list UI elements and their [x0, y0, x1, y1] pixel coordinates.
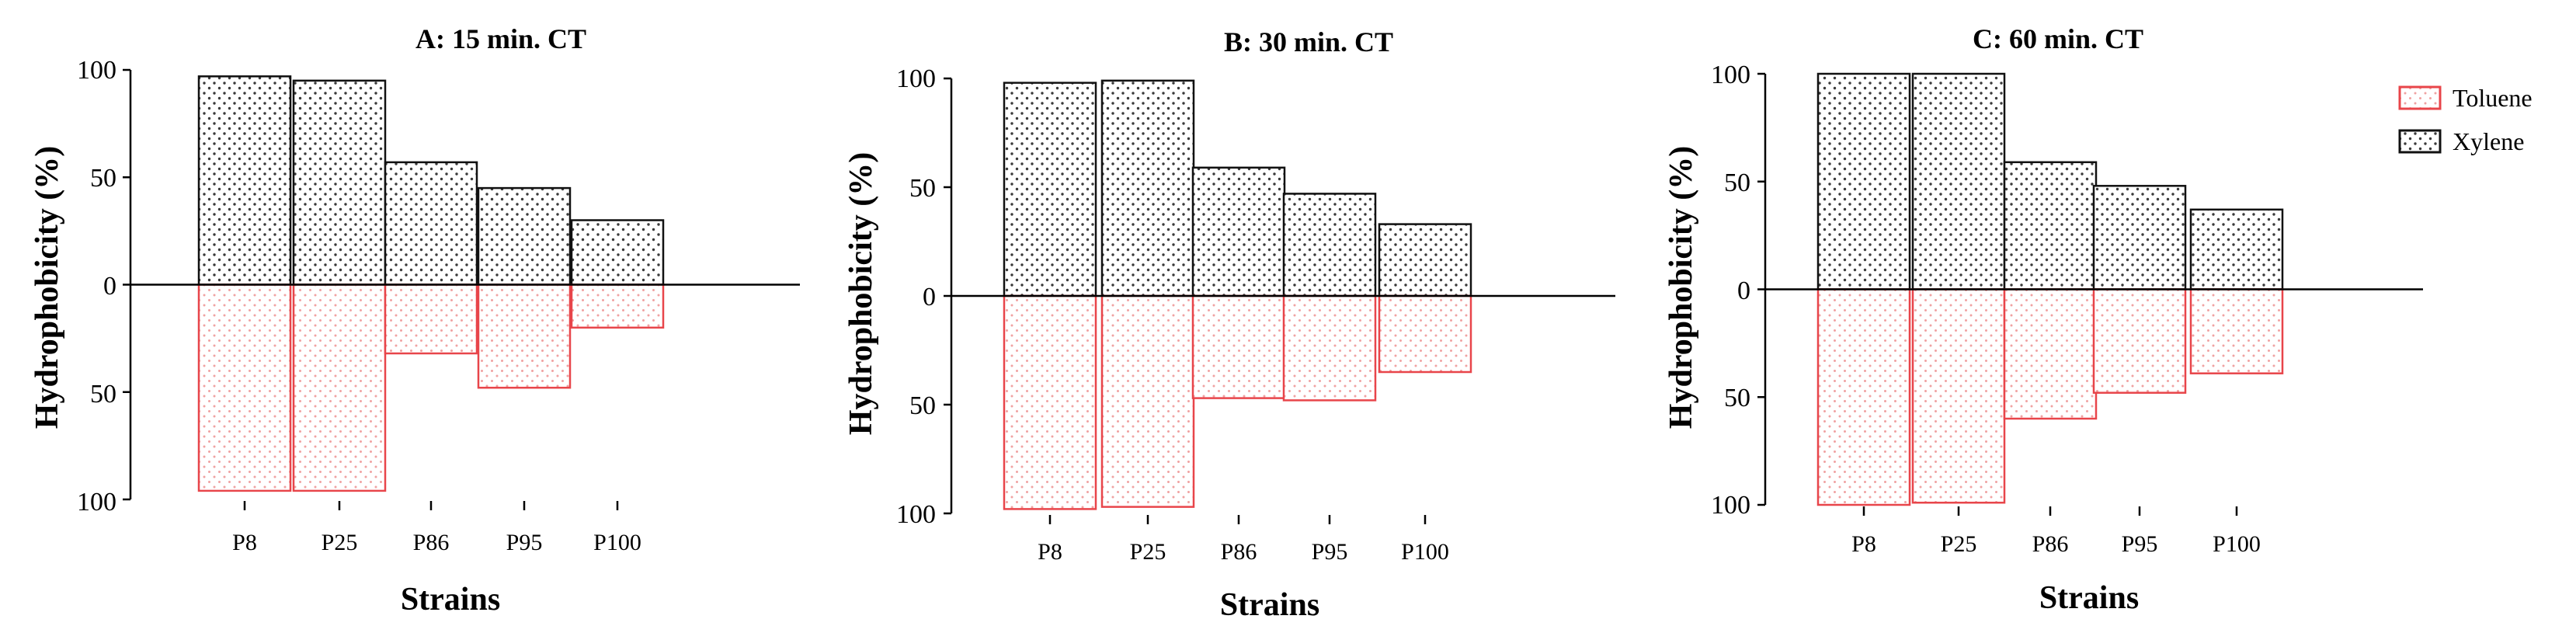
- bar-xylene-p25: [1911, 72, 2006, 290]
- y-tick-label: 0: [923, 283, 936, 311]
- bar-toluene-p95: [477, 283, 572, 389]
- bar-toluene-p8: [1816, 288, 1911, 506]
- x-tick-label: P95: [2122, 531, 2158, 557]
- y-tick-label: 100: [77, 488, 116, 517]
- bar-toluene-p25: [292, 283, 387, 492]
- x-tick-label: P100: [593, 530, 641, 555]
- y-tick-label: 50: [1724, 384, 1750, 412]
- bar-xylene-p8: [197, 75, 292, 286]
- bar-xylene-p86: [384, 161, 478, 286]
- legend-swatch-toluene: [2398, 85, 2442, 110]
- y-tick-label: 100: [896, 64, 936, 93]
- x-tick-label: P25: [1130, 539, 1166, 565]
- bar-xylene-p25: [292, 79, 387, 286]
- x-tick-label: P25: [1941, 531, 1977, 557]
- x-tick-label: P100: [1401, 539, 1449, 565]
- bar-toluene-p86: [2003, 288, 2098, 420]
- bar-toluene-p86: [384, 283, 478, 355]
- x-axis-label: Strains: [401, 582, 500, 617]
- bar-toluene-p8: [1003, 294, 1097, 510]
- bar-group: [197, 75, 665, 492]
- y-tick-label: 50: [909, 174, 936, 203]
- chart-title: A: 15 min. CT: [415, 23, 586, 54]
- y-tick-label: 50: [909, 391, 936, 420]
- y-axis-label: Hydrophobicity (%): [30, 146, 65, 429]
- bar-xylene-p100: [2189, 208, 2284, 290]
- bar-xylene-p86: [1191, 166, 1286, 297]
- axes: [1757, 72, 2423, 516]
- bar-xylene-p8: [1816, 72, 1911, 290]
- x-axis-label: Strains: [2039, 580, 2139, 616]
- bar-toluene-p86: [1191, 294, 1286, 399]
- x-tick-label: P95: [506, 530, 543, 555]
- y-tick-label: 50: [90, 164, 116, 193]
- x-tick-label: P25: [322, 530, 358, 555]
- bar-group: [1816, 72, 2284, 506]
- bar-xylene-p95: [477, 186, 572, 286]
- axes: [123, 68, 800, 510]
- x-tick-label: P86: [413, 530, 450, 555]
- axes: [944, 77, 1615, 524]
- chart-title: B: 30 min. CT: [1224, 26, 1393, 57]
- bar-toluene-p95: [2092, 288, 2187, 394]
- legend: Toluene Xylene: [2398, 84, 2533, 155]
- y-tick-label: 100: [1711, 61, 1750, 89]
- x-axis-label: Strains: [1220, 587, 1319, 623]
- bar-xylene-p25: [1100, 79, 1195, 297]
- bar-xylene-p86: [2003, 161, 2098, 290]
- x-tick-label: P86: [1221, 539, 1257, 565]
- bar-toluene-p100: [1378, 294, 1472, 374]
- x-tick-label: P100: [2213, 531, 2261, 557]
- y-axis-label: Hydrophobicity (%): [843, 152, 879, 435]
- bar-group: [1003, 79, 1472, 510]
- y-tick-label: 0: [103, 272, 116, 301]
- bar-xylene-p95: [2092, 185, 2187, 290]
- legend-label-toluene: Toluene: [2453, 84, 2533, 112]
- legend-label-xylene: Xylene: [2453, 127, 2524, 155]
- bar-toluene-p25: [1100, 294, 1195, 508]
- x-tick-label: P8: [1851, 531, 1876, 557]
- chart-title: C: 60 min. CT: [1973, 23, 2143, 54]
- bar-xylene-p95: [1282, 193, 1377, 297]
- y-tick-label: 50: [90, 380, 116, 409]
- bar-toluene-p100: [570, 283, 665, 329]
- bar-toluene-p8: [197, 283, 292, 492]
- chart-panel-b: B: 30 min. CT Hydrophobicity (%) Strains…: [843, 26, 1615, 623]
- bar-toluene-p100: [2189, 288, 2284, 374]
- y-tick-label: 100: [77, 56, 116, 85]
- y-tick-label: 50: [1724, 169, 1750, 197]
- bar-xylene-p100: [1378, 223, 1472, 297]
- x-tick-label: P86: [2032, 531, 2069, 557]
- bar-toluene-p25: [1911, 288, 2006, 504]
- legend-swatch-xylene: [2398, 129, 2442, 154]
- y-tick-label: 100: [896, 500, 936, 529]
- bar-xylene-p100: [570, 219, 665, 286]
- chart-panel-a: A: 15 min. CT Hydrophobicity (%) Strains…: [30, 23, 800, 617]
- bar-toluene-p95: [1282, 294, 1377, 402]
- x-tick-label: P8: [1038, 539, 1062, 565]
- bar-xylene-p8: [1003, 82, 1097, 297]
- y-tick-label: 100: [1711, 491, 1750, 520]
- x-tick-label: P8: [232, 530, 257, 555]
- y-axis-label: Hydrophobicity (%): [1663, 146, 1699, 429]
- chart-panel-c: C: 60 min. CT Hydrophobicity (%) Strains…: [1663, 23, 2533, 616]
- y-tick-label: 0: [1737, 277, 1750, 305]
- x-tick-label: P95: [1312, 539, 1348, 565]
